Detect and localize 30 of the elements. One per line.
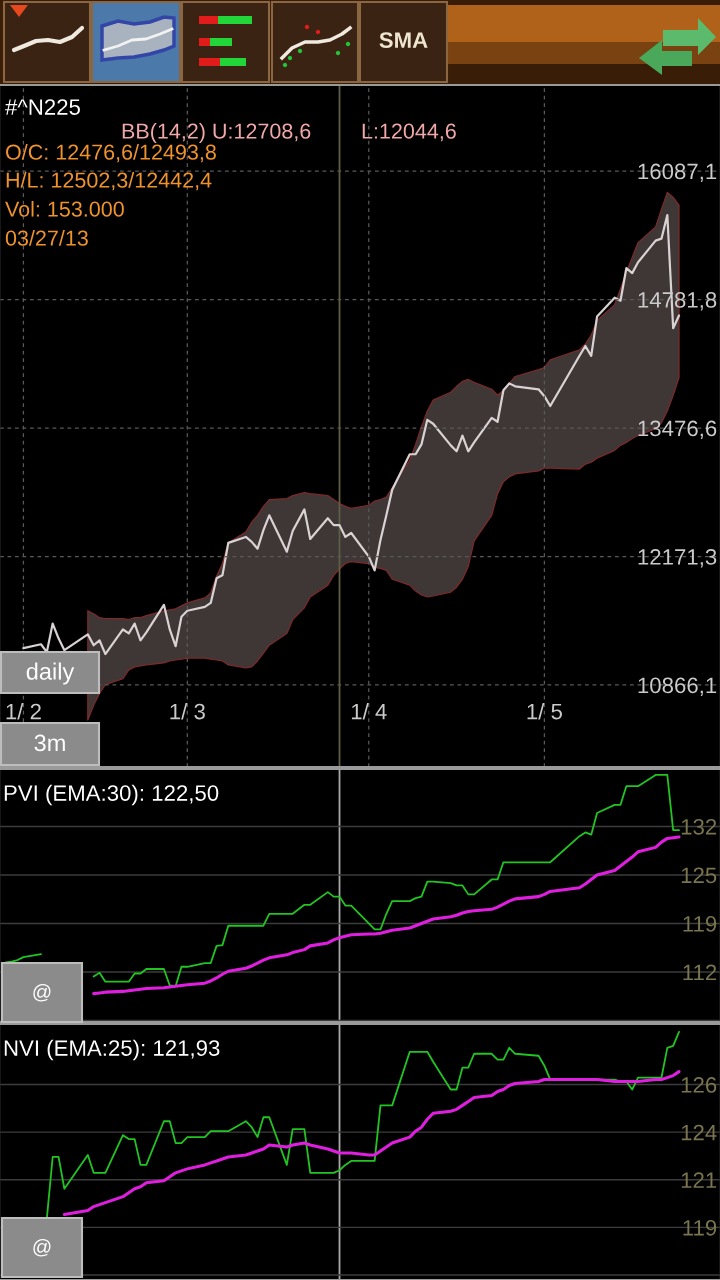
text: PVI (EMA:30): 122,50 [4,784,219,806]
y-tick-label: 124 [681,1124,717,1141]
y-tick-label: 10866,1 [638,677,717,696]
annotation: H/L: 12502,3/12442,4 [6,171,212,191]
y-tick-label: 119 [683,1219,717,1236]
chart-title: #^N225 [5,99,80,115]
annotation: Vol: 153.000 [5,200,124,217]
x-tick-label: 1/ 4 [351,703,387,720]
annotation: @ [33,1239,51,1257]
x-tick-label: 1/ 5 [527,703,562,720]
annotation: @ [33,984,51,1002]
y-tick-label: 12171,3 [638,549,717,568]
annotation: 03/27/13 [5,229,88,246]
y-tick-label: 121 [681,1172,717,1188]
annotation: 3m [34,734,65,752]
annotation: daily [26,662,75,685]
annotation: O/C: 12476,6/12493,8 [6,143,216,163]
y-tick-label: 16087,1 [638,163,717,182]
y-tick-label: 132 [681,819,717,835]
y-tick-label: 125 [681,867,717,884]
annotation: L:12044,6 [362,123,456,142]
y-tick-label: 126 [681,1077,717,1093]
x-tick-label: 1/ 3 [170,703,205,720]
text: NVI (EMA:25): 121,93 [4,1039,220,1061]
y-tick-label: 119 [683,916,717,932]
y-tick-label: 112 [683,964,717,981]
y-tick-label: 13476,6 [638,420,717,439]
text: SMA [379,32,428,48]
annotation: BB(14,2) U:12708,6 [122,122,311,144]
x-tick-label: 1/ 2 [6,703,41,720]
